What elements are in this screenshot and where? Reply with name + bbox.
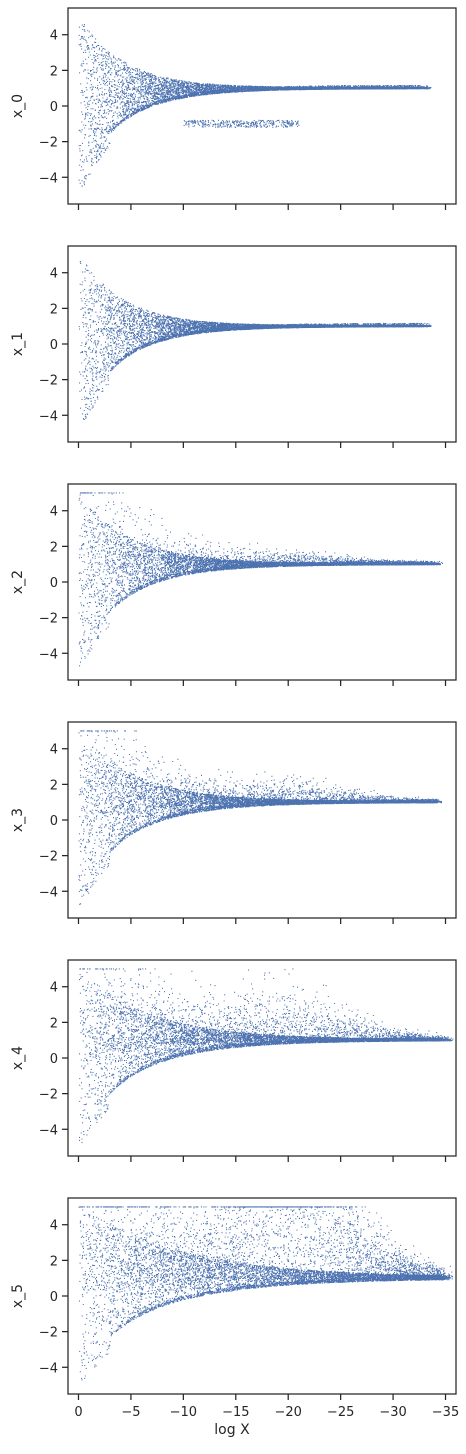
- y-tick-label: −4: [39, 647, 58, 662]
- y-tick-label: −2: [39, 1088, 58, 1103]
- axes-frame: [67, 483, 457, 681]
- y-tick-label: 0: [50, 814, 58, 829]
- panel-4: −4 −2 0 2 4 x_4: [10, 959, 457, 1162]
- y-axis-label: x_5: [10, 1284, 26, 1308]
- y-tick-label: 0: [50, 1290, 58, 1305]
- x-tick-label: −30: [379, 1405, 406, 1420]
- y-tick-label: −2: [39, 1326, 58, 1341]
- scatter-points: [79, 968, 454, 1144]
- y-axis-label: x_2: [10, 570, 26, 594]
- scatter-points: [78, 1206, 454, 1381]
- axes-frame: [67, 959, 457, 1157]
- y-axis-label: x_4: [10, 1046, 26, 1070]
- panel-1: −4 −2 0 2 4 x_1: [10, 245, 457, 448]
- panel-2: −4 −2 0 2 4 x_2: [10, 483, 457, 686]
- y-tick-label: −2: [39, 850, 58, 865]
- y-tick-label: 2: [50, 1254, 58, 1269]
- y-tick-label: 4: [50, 505, 58, 520]
- y-tick-label: −2: [39, 374, 58, 389]
- x-tick-label: −10: [170, 1405, 197, 1420]
- scatter-points: [78, 730, 443, 905]
- y-tick-label: 2: [50, 302, 58, 317]
- y-tick-label: 0: [50, 100, 58, 115]
- axes-frame: [67, 721, 457, 919]
- x-tick-label: −25: [327, 1405, 354, 1420]
- y-tick-label: −4: [39, 1123, 58, 1138]
- x-axis-label: log X: [214, 1422, 250, 1438]
- y-tick-label: −4: [39, 1361, 58, 1376]
- y-tick-label: 4: [50, 743, 58, 758]
- axes-frame: [67, 1197, 457, 1395]
- y-tick-label: 0: [50, 338, 58, 353]
- axes-frame: [67, 245, 457, 443]
- y-tick-label: −4: [39, 885, 58, 900]
- y-tick-label: 4: [50, 267, 58, 282]
- y-axis-label: x_0: [10, 94, 26, 118]
- panel-0: −4 −2 0 2 4 x_0: [10, 7, 457, 210]
- y-tick-label: 4: [50, 981, 58, 996]
- y-tick-label: 2: [50, 1016, 58, 1031]
- y-tick-label: 2: [50, 64, 58, 79]
- y-axis-label: x_3: [10, 808, 26, 832]
- x-tick-label: −15: [222, 1405, 249, 1420]
- y-tick-label: 2: [50, 778, 58, 793]
- scatter-points: [78, 23, 432, 187]
- x-tick-label: −20: [274, 1405, 301, 1420]
- x-tick-label: −35: [432, 1405, 459, 1420]
- y-tick-label: 0: [50, 1052, 58, 1067]
- y-tick-label: −4: [39, 171, 58, 186]
- scatter-points: [78, 261, 432, 421]
- y-axis-label: x_1: [10, 332, 26, 356]
- x-tick-label: −5: [121, 1405, 140, 1420]
- x-tick-label: 0: [74, 1405, 82, 1420]
- y-tick-label: 4: [50, 29, 58, 44]
- y-tick-label: 2: [50, 540, 58, 555]
- scatter-points: [78, 492, 443, 667]
- panel-3: −4 −2 0 2 4 x_3: [10, 721, 457, 924]
- y-tick-label: −2: [39, 612, 58, 627]
- y-tick-label: 0: [50, 576, 58, 591]
- y-tick-label: 4: [50, 1219, 58, 1234]
- y-tick-label: −4: [39, 409, 58, 424]
- y-tick-label: −2: [39, 136, 58, 151]
